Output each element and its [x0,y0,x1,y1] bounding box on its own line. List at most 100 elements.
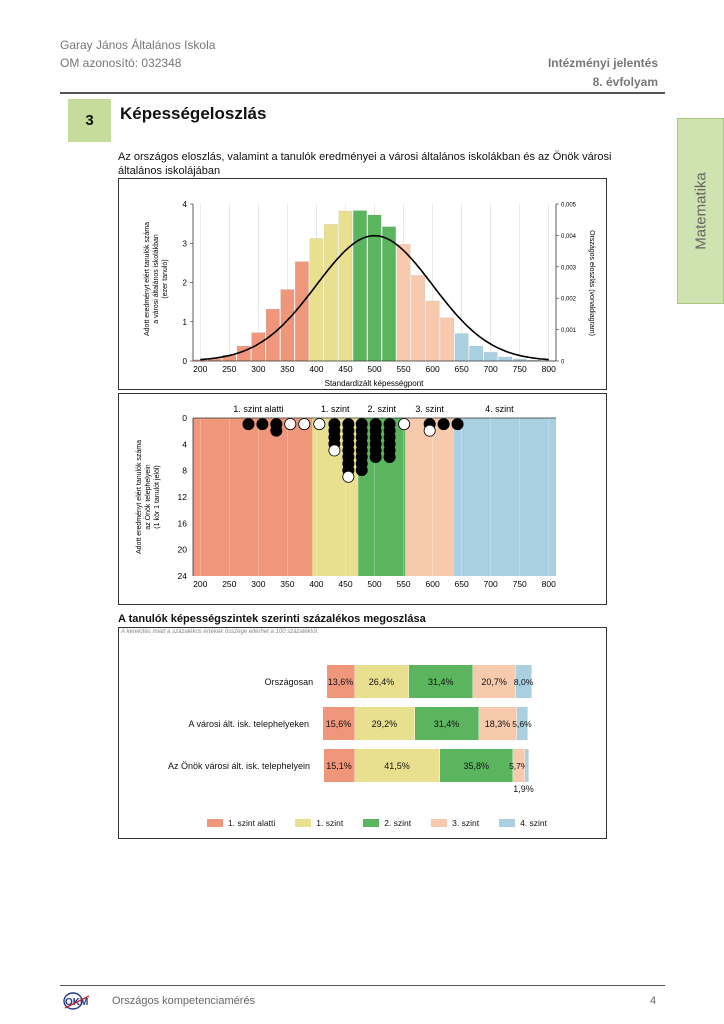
level-label: 1. szint [321,404,350,414]
section-number: 3 [68,99,111,142]
level-label: 4. szint [485,404,514,414]
okm-logo: OKM [62,991,92,1011]
y-tick-label-left: 2 [183,279,188,288]
student-dot [383,451,396,464]
histogram-bar [454,333,469,362]
y-axis-label-left: Adott eredményt elért tanulók száma a vár… [144,222,169,336]
x-tick-label: 600 [425,579,439,589]
x-tick-label: 350 [280,364,294,374]
stacked-bar: 15,1% 41,5% 35,8% 5,7% 1,9% [324,749,534,794]
y-tick-label: 8 [182,466,187,476]
x-tick-label: 400 [309,579,323,589]
level-band [454,418,556,576]
segment-value: 8,0% [513,676,534,687]
legend-label: 2. szint [384,818,412,828]
student-dot [270,424,283,437]
x-tick-label: 250 [222,579,236,589]
x-tick-label: 200 [193,579,207,589]
y-tick-label: 24 [178,571,188,581]
bar-segment: 5,7% [509,749,528,782]
x-tick-label: 650 [455,579,469,589]
bar-segment: 31,4% [414,707,480,740]
x-tick-label: 700 [484,579,498,589]
row-label: Országosan [264,677,314,687]
y-tick-label-right: 0 [561,360,565,366]
legend-swatch [431,819,448,827]
students-y-axis-label: Adott eredményt elért tanulók száma az Ön… [136,440,161,554]
student-dot-open [313,418,326,431]
legend-swatch [207,819,223,827]
student-dot-open [298,418,311,431]
y-tick-label: 20 [178,545,188,555]
histogram-bar [353,210,367,362]
y-tick-label-left: 3 [183,239,188,248]
levels-chart-title: A tanulók képességszintek szerinti száza… [118,613,426,625]
segment-value: 1,9% [513,783,534,794]
legend-item: 1. szint [295,818,343,828]
footer-divider [60,985,665,986]
segment-value: 31,4% [433,718,460,729]
legend-swatch [295,819,312,827]
y-tick-label-left: 1 [183,318,188,327]
student-dot [242,418,255,431]
histogram-bar [469,345,484,362]
level-label: 1. szint alatti [233,404,283,414]
bar-segment: 5,6% [512,707,532,740]
segment-value: 29,2% [371,718,398,729]
student-dot-open [284,418,297,431]
x-tick-label: 200 [193,364,207,374]
footer-label: Országos kompetenciamérés [112,995,256,1007]
bar-segment: 41,5% [354,749,441,782]
legend-swatch [499,819,516,827]
student-dot [369,451,382,464]
student-dot-open [342,470,355,483]
grade-label: 8. évfolyam [592,75,658,89]
subject-tab[interactable]: Matematika [677,118,724,304]
histogram-bar [498,356,513,362]
student-dot [256,418,269,431]
y-tick-label-right: 0,005 [561,203,577,209]
y-tick-label: 12 [178,492,188,502]
legend-item: 2. szint [363,818,411,828]
page-number: 4 [650,995,657,1007]
bar-segment: 13,6% [327,665,355,698]
histogram-bar [396,244,411,362]
x-tick-label: 500 [367,579,381,589]
y-tick-label: 16 [178,518,188,528]
y-axis-label-right: Országos eloszlás (vonaldiagram) [588,230,595,336]
bar-segment: 26,4% [354,665,410,698]
bar-segment: 1,9% [513,749,534,794]
legend-item: 1. szint alatti [207,818,275,828]
national-curve [200,234,549,361]
y-tick-label-left: 0 [183,357,188,366]
x-tick-label: 800 [542,579,556,589]
segment-value: 35,8% [463,760,489,771]
header-divider [60,92,665,94]
school-name: Garay János Általános Iskola [60,38,216,52]
segment-value: 15,6% [325,718,352,729]
x-tick-label: 750 [513,364,527,374]
x-tick-label: 350 [280,579,294,589]
x-tick-label: 450 [338,364,352,374]
student-dot [451,418,464,431]
segment-value: 13,6% [327,676,354,687]
student-dot-open [423,424,436,437]
y-tick-label: 0 [182,413,187,423]
y-tick-label-right: 0,001 [561,328,577,334]
histogram-bar [440,317,454,362]
level-label: 3. szint [415,404,444,414]
student-dot [437,418,450,431]
student-dot-open [328,444,341,457]
x-tick-label: 750 [513,579,527,589]
x-axis-label: Standardizált képességpont [325,379,425,388]
x-tick-label: 300 [251,364,265,374]
rounding-note: A kerekítés miatt a százalékos értékek ö… [121,629,319,635]
report-title: Intézményi jelentés [547,56,658,70]
bar-segment: 29,2% [354,707,415,740]
bar-segment: 15,1% [324,749,355,782]
segment-value: 5,6% [512,718,532,729]
bar-segment: 20,7% [473,665,516,698]
segment-value: 20,7% [481,676,507,687]
bar-segment: 35,8% [440,749,514,782]
y-tick-label-right: 0,003 [561,265,577,271]
